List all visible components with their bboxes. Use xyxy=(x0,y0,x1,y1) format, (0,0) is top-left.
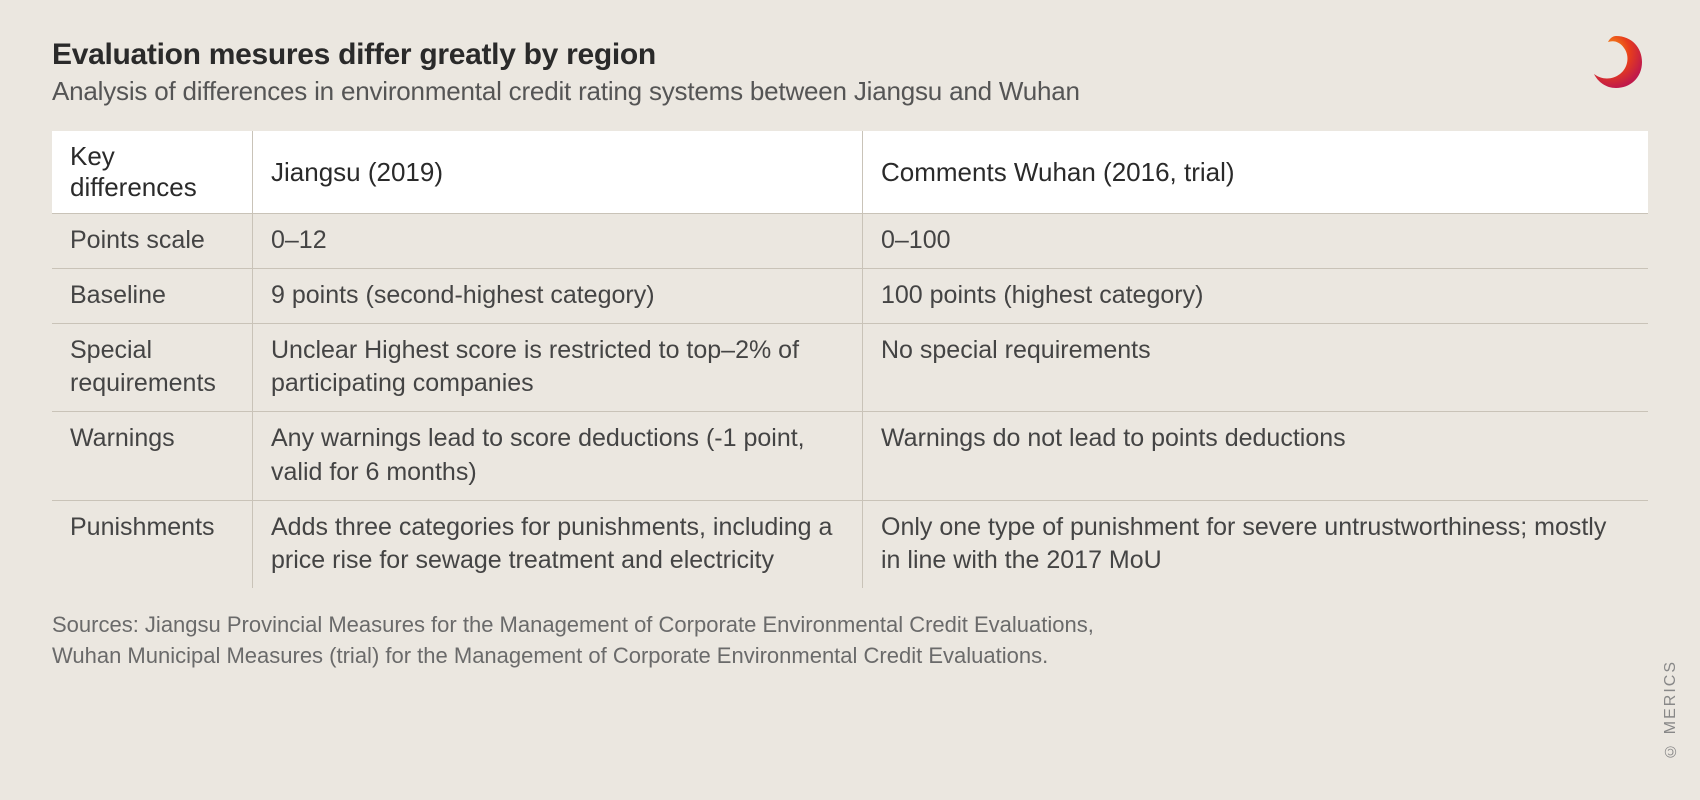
cell-jiangsu: 0–12 xyxy=(252,214,862,269)
cell-key: Points scale xyxy=(52,214,252,269)
cell-key: Baseline xyxy=(52,269,252,324)
col-jiangsu: Jiangsu (2019) xyxy=(252,131,862,214)
page-title: Evaluation mesures differ greatly by reg… xyxy=(52,38,1648,72)
table-row: Special requirements Unclear Highest sco… xyxy=(52,324,1648,413)
comparison-table: Key differences Jiangsu (2019) Comments … xyxy=(52,131,1648,588)
col-wuhan: Comments Wuhan (2016, trial) xyxy=(862,131,1648,214)
table-row: Punishments Adds three categories for pu… xyxy=(52,501,1648,589)
table-row: Baseline 9 points (second-highest catego… xyxy=(52,269,1648,324)
merics-logo xyxy=(1584,30,1648,94)
cell-wuhan: 0–100 xyxy=(862,214,1648,269)
cell-wuhan: 100 points (highest category) xyxy=(862,269,1648,324)
header: Evaluation mesures differ greatly by reg… xyxy=(52,38,1648,107)
cell-key: Warnings xyxy=(52,412,252,501)
page-subtitle: Analysis of differences in environmental… xyxy=(52,76,1648,107)
source-line-1: Sources: Jiangsu Provincial Measures for… xyxy=(52,610,1648,641)
cell-jiangsu: Unclear Highest score is restricted to t… xyxy=(252,324,862,413)
cell-key: Special requirements xyxy=(52,324,252,413)
table-row: Warnings Any warnings lead to score dedu… xyxy=(52,412,1648,501)
cell-wuhan: No special requirements xyxy=(862,324,1648,413)
cell-wuhan: Only one type of punishment for severe u… xyxy=(862,501,1648,589)
cell-key: Punishments xyxy=(52,501,252,589)
cell-wuhan: Warnings do not lead to points deduction… xyxy=(862,412,1648,501)
cell-jiangsu: Adds three categories for punishments, i… xyxy=(252,501,862,589)
sources-block: Sources: Jiangsu Provincial Measures for… xyxy=(52,610,1648,672)
cell-jiangsu: 9 points (second-highest category) xyxy=(252,269,862,324)
copyright-label: © MERICS xyxy=(1662,660,1680,760)
table-row: Points scale 0–12 0–100 xyxy=(52,214,1648,269)
table-header-row: Key differences Jiangsu (2019) Comments … xyxy=(52,131,1648,214)
cell-jiangsu: Any warnings lead to score deductions (-… xyxy=(252,412,862,501)
source-line-2: Wuhan Municipal Measures (trial) for the… xyxy=(52,641,1648,672)
col-key-differences: Key differences xyxy=(52,131,252,214)
